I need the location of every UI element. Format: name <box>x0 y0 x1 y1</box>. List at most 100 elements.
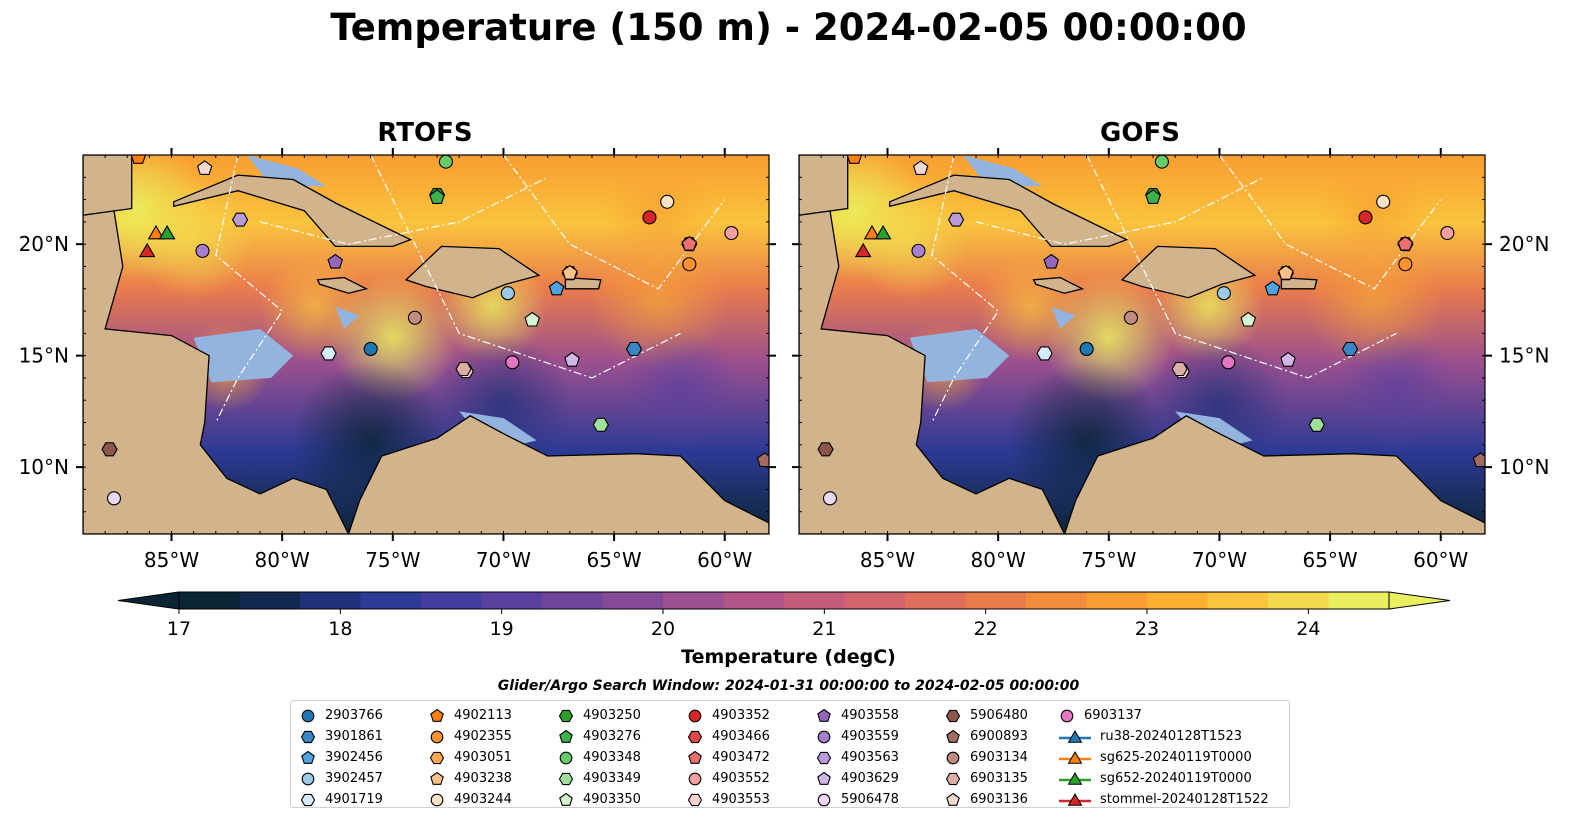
legend-marker <box>301 750 315 764</box>
argo-float-marker <box>455 361 472 377</box>
argo-float-marker <box>1221 355 1236 370</box>
eez-boundary <box>370 155 681 379</box>
land-mass <box>889 174 1129 248</box>
legend-label: 4902113 <box>454 708 512 723</box>
legend-entry: 5906480 <box>944 705 1028 726</box>
temperature-anomaly <box>1336 329 1457 450</box>
argo-float-marker <box>457 364 474 379</box>
argo-float-marker <box>130 155 147 164</box>
argo-float-marker <box>625 341 643 357</box>
colorbar-tick-label: 24 <box>1296 618 1320 640</box>
legend-entry: 3902456 <box>299 747 383 768</box>
temperature-anomaly <box>799 155 925 281</box>
legend-marker <box>817 793 831 806</box>
colorbar-bin <box>602 592 664 609</box>
argo-float-marker <box>195 243 210 258</box>
legend-marker <box>300 730 316 743</box>
legend-entry: 4903558 <box>815 705 899 726</box>
legend-entry: 3902457 <box>299 768 383 789</box>
legend-entry: stommel-20240128T1522 <box>1058 789 1269 810</box>
land-mass <box>1280 276 1318 290</box>
land-mass <box>316 276 369 294</box>
argo-float-marker <box>1145 189 1161 204</box>
shallow-bathymetry <box>246 155 327 187</box>
temperature-anomaly <box>849 179 970 300</box>
argo-float-marker <box>561 266 578 281</box>
temperature-anomaly <box>327 272 458 403</box>
temperature-anomaly <box>290 360 451 521</box>
legend-entry: 4903250 <box>557 705 641 726</box>
argo-float-marker <box>1397 237 1414 252</box>
argo-float-marker <box>363 341 378 357</box>
legend-column: 4903558 4903559 4903563 4903629 5906478 <box>815 705 899 810</box>
legend-marker <box>559 792 573 806</box>
eez-boundary <box>1086 155 1397 379</box>
lat-tick-label: 15°N <box>19 344 69 368</box>
legend-entry: 4903349 <box>557 768 641 789</box>
lon-tick-label: 65°W <box>1302 548 1357 572</box>
legend-label: 6903134 <box>970 750 1028 765</box>
temperature-anomaly <box>181 321 272 412</box>
legend-label: ru38-20240128T1523 <box>1100 729 1243 744</box>
legend-marker <box>558 772 574 785</box>
legend-marker <box>816 751 832 764</box>
argo-float-marker <box>500 286 515 301</box>
legend-label: 4903558 <box>841 708 899 723</box>
shallow-bathymetry <box>962 155 1043 187</box>
argo-float-marker <box>642 210 657 225</box>
lon-tick-label: 75°W <box>1081 548 1136 572</box>
legend-entry: 4903466 <box>686 726 770 747</box>
legend-label: 6900893 <box>970 729 1028 744</box>
legend-label: 4903466 <box>712 729 770 744</box>
argo-float-marker <box>428 188 446 203</box>
legend-entry: 4903350 <box>557 789 641 810</box>
lon-tick-label: 65°W <box>586 548 641 572</box>
colorbar-bin <box>663 592 724 609</box>
land-mass <box>83 155 133 216</box>
lon-tick-label: 60°W <box>697 548 752 572</box>
legend-marker <box>817 771 831 785</box>
argo-float-marker <box>681 236 698 251</box>
argo-float-marker <box>1280 351 1296 367</box>
argo-float-marker <box>1376 194 1391 209</box>
argo-float-marker <box>1264 280 1281 296</box>
legend-label: 4903552 <box>712 771 770 786</box>
lat-tick-label: 20°N <box>19 232 69 256</box>
colorbar-bin <box>844 592 906 609</box>
legend-marker <box>945 709 961 722</box>
legend-entry: 4903238 <box>428 768 512 789</box>
argo-float-marker <box>817 442 834 457</box>
legend-marker <box>945 772 961 785</box>
argo-float-marker <box>756 452 769 468</box>
land-mass <box>799 176 1066 534</box>
legend-entry: ru38-20240128T1523 <box>1058 726 1269 747</box>
argo-float-marker <box>524 311 541 327</box>
legend-label: 5906480 <box>970 708 1028 723</box>
legend-label: 6903135 <box>970 771 1028 786</box>
colorbar-bin <box>723 592 785 609</box>
legend-marker <box>430 708 444 722</box>
legend-marker <box>429 751 445 764</box>
legend-label: 4903349 <box>583 771 641 786</box>
lon-tick-label: 80°W <box>971 548 1026 572</box>
eez-boundary <box>259 176 548 245</box>
argo-float-marker <box>1397 236 1414 251</box>
argo-float-marker <box>911 243 926 258</box>
legend-marker <box>1059 771 1091 785</box>
legend-marker <box>430 771 444 785</box>
colorbar-bin <box>1026 592 1087 609</box>
legend-entry: 4903276 <box>557 726 641 747</box>
temperature-anomaly <box>1319 155 1430 266</box>
lon-tick-label: 80°W <box>255 548 310 572</box>
lon-tick-label: 70°W <box>1192 548 1247 572</box>
colorbar-bin <box>1268 592 1329 609</box>
eez-boundary <box>931 155 999 423</box>
lat-tick-label: 10°N <box>1499 455 1549 479</box>
colorbar-bin <box>421 592 482 609</box>
argo-float-marker <box>564 351 580 367</box>
legend-entry: sg625-20240119T0000 <box>1058 747 1269 768</box>
argo-float-marker <box>1278 265 1294 280</box>
argo-float-marker <box>505 355 520 370</box>
colorbar-extend-high <box>1388 591 1451 610</box>
argo-float-marker <box>1240 311 1257 327</box>
